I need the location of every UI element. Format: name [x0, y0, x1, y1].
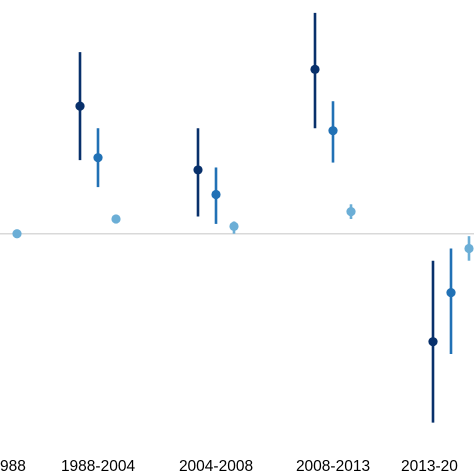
point-series-2-2004-2008: [211, 189, 221, 200]
x-tick-label: 2004-2008: [179, 458, 253, 474]
x-tick-label: 2013-20: [401, 458, 458, 474]
point-series-1-2013-2019: [428, 337, 438, 347]
point-series-2-2013-2019: [446, 288, 456, 298]
point-range-layer: [12, 12, 474, 423]
point-series-3-1988-2004: [111, 214, 121, 224]
x-tick-label: 988: [0, 458, 26, 474]
x-tick-label: 2008-2013: [296, 458, 370, 474]
x-axis-tick-labels: 988 1988-2004 2004-2008 2008-2013 2013-20: [0, 458, 458, 474]
point-series-2-1988-2004: [93, 153, 103, 163]
point-series-1-2004-2008: [193, 165, 203, 175]
point-series-3-2008-2013: [346, 207, 356, 217]
point-series-3-1984-1988: [12, 229, 22, 239]
point-series-2-2008-2013: [328, 126, 338, 136]
point-series-1-1988-2004: [75, 101, 85, 111]
point-series-3-2004-2008: [229, 221, 239, 231]
x-tick-label: 1988-2004: [61, 458, 136, 474]
point-series-3-2013-2019: [464, 243, 474, 254]
point-series-1-2008-2013: [310, 64, 320, 74]
